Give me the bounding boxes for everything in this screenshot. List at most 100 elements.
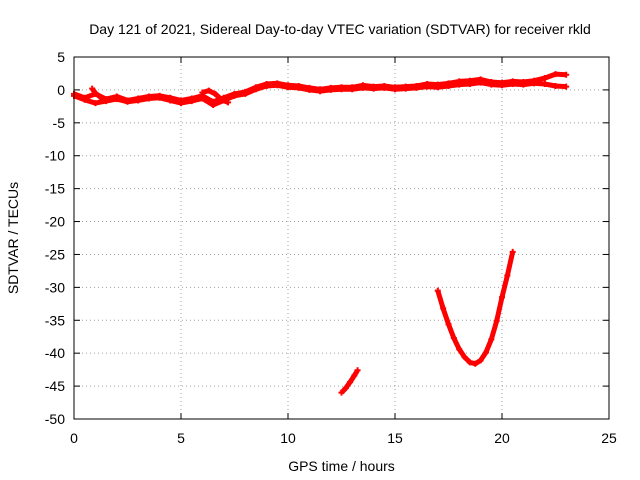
data-point xyxy=(466,359,473,366)
data-point xyxy=(81,96,88,103)
y-tick-label: -45 xyxy=(45,378,65,394)
data-point xyxy=(434,287,441,294)
grid xyxy=(74,57,609,419)
data-point xyxy=(509,248,516,255)
y-axis-label: SDTVAR / TECUs xyxy=(5,182,21,294)
data-point xyxy=(342,385,349,392)
data-point xyxy=(552,71,559,78)
data-point xyxy=(531,80,538,87)
data-point xyxy=(402,85,409,92)
y-tick-label: -10 xyxy=(45,148,65,164)
data-point xyxy=(552,82,559,89)
data-point xyxy=(351,372,358,379)
data-point xyxy=(563,71,570,78)
data-point xyxy=(113,96,120,103)
y-tick-label: 0 xyxy=(57,82,65,98)
data-point xyxy=(242,90,249,97)
data-series xyxy=(71,71,570,396)
data-point xyxy=(274,82,281,89)
plot-frame xyxy=(73,56,610,420)
data-point xyxy=(124,98,131,105)
data-point xyxy=(349,86,356,93)
data-point xyxy=(359,84,366,91)
data-point xyxy=(472,360,479,367)
data-point xyxy=(218,96,225,103)
x-tick-label: 15 xyxy=(387,430,403,446)
data-point xyxy=(456,346,463,353)
data-point xyxy=(199,95,206,102)
y-tick-label: -20 xyxy=(45,214,65,230)
data-point xyxy=(493,317,500,324)
data-point xyxy=(199,89,206,96)
data-point xyxy=(306,86,313,93)
data-point xyxy=(482,349,489,356)
data-point xyxy=(347,379,354,386)
series-line-track-e xyxy=(435,251,516,367)
data-point xyxy=(145,95,152,102)
data-point xyxy=(466,80,473,87)
chart-title: Day 121 of 2021, Sidereal Day-to-day VTE… xyxy=(89,21,591,37)
data-point xyxy=(450,335,457,342)
data-point xyxy=(461,354,468,361)
data-point xyxy=(440,305,447,312)
data-point xyxy=(424,83,431,90)
y-tick-label: -35 xyxy=(45,312,65,328)
data-point xyxy=(231,92,238,99)
data-point xyxy=(504,272,511,279)
data-point xyxy=(370,85,377,92)
y-tick-label: -5 xyxy=(53,115,66,131)
data-point xyxy=(434,84,441,91)
data-point xyxy=(205,87,212,94)
data-point xyxy=(338,86,345,93)
data-point xyxy=(89,85,96,92)
data-point xyxy=(252,86,259,93)
data-point xyxy=(413,84,420,91)
data-point xyxy=(167,97,174,104)
axis-ticks: 0 5 10 15 20 25 5 0 -5 -10 -15 -20 -25 -30 -35 -40 -45 -5… xyxy=(45,49,617,446)
data-point xyxy=(338,389,345,396)
x-tick-label: 20 xyxy=(494,430,510,446)
data-point xyxy=(178,100,184,107)
x-tick-label: 25 xyxy=(601,430,617,446)
data-point xyxy=(563,83,570,90)
data-point xyxy=(488,81,495,88)
x-tick-label: 0 xyxy=(70,430,78,446)
data-point xyxy=(92,100,99,107)
data-point xyxy=(295,84,302,91)
data-point xyxy=(96,93,103,100)
data-point xyxy=(541,80,548,87)
data-point xyxy=(445,82,452,89)
y-tick-label: -30 xyxy=(45,279,65,295)
data-point xyxy=(210,102,217,109)
y-tick-label: -25 xyxy=(45,246,65,262)
x-tick-label: 10 xyxy=(280,430,296,446)
data-point xyxy=(499,82,505,89)
y-tick-label: -50 xyxy=(45,411,65,427)
y-tick-label: 5 xyxy=(57,49,65,65)
data-point xyxy=(477,79,484,86)
data-point xyxy=(499,294,505,301)
data-point xyxy=(327,86,334,93)
data-point xyxy=(188,98,195,105)
series-line-track-b xyxy=(90,87,106,103)
data-point xyxy=(445,321,452,328)
data-point xyxy=(477,357,484,364)
data-point xyxy=(520,81,527,88)
data-point xyxy=(354,367,361,374)
data-point xyxy=(392,86,398,93)
data-point xyxy=(509,80,516,87)
x-axis-label: GPS time / hours xyxy=(288,458,395,474)
data-point xyxy=(381,84,388,91)
y-tick-label: -15 xyxy=(45,181,65,197)
data-point xyxy=(92,90,99,97)
data-point xyxy=(212,90,219,97)
x-tick-label: 5 xyxy=(177,430,185,446)
data-point xyxy=(156,94,163,101)
data-point xyxy=(263,82,270,89)
data-point xyxy=(135,97,142,104)
data-point xyxy=(100,97,107,104)
data-point xyxy=(285,84,291,91)
data-point xyxy=(541,75,548,82)
data-point xyxy=(317,88,324,95)
